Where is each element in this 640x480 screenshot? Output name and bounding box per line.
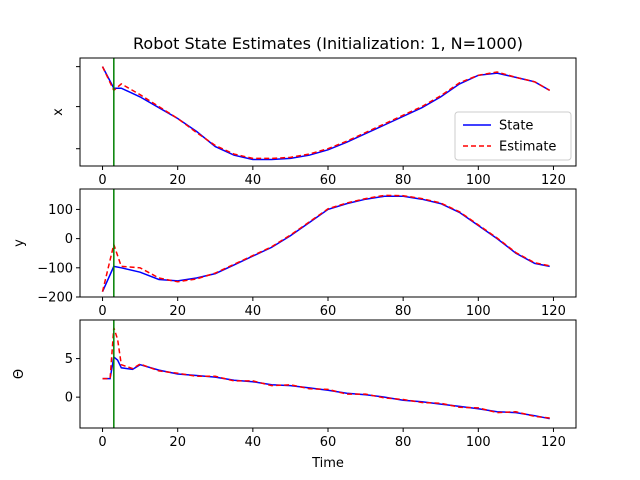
x-tick-label: 80	[395, 304, 412, 319]
y-tick-label: 0	[65, 391, 73, 406]
y-axis-label: Θ	[12, 369, 27, 379]
x-tick-label: 100	[466, 173, 491, 188]
y-tick-label: −100	[37, 261, 73, 276]
subplot-1: 0 20 40 60 80 100 120 x	[51, 57, 577, 188]
y-tick-label: 0	[65, 232, 73, 247]
y-axis-label: x	[51, 108, 66, 116]
x-tick-label: 0	[98, 304, 106, 319]
x-tick-label: 20	[169, 173, 186, 188]
x-tick-label: 60	[320, 435, 337, 450]
legend-label-state: State	[499, 119, 533, 134]
y-tick-label: 5	[65, 352, 73, 367]
x-tick-label: 0	[98, 173, 106, 188]
subplot-2: 0 20 40 60 80 100 120 −200 −100 0 100 y	[12, 188, 577, 319]
x-tick-label: 40	[245, 173, 262, 188]
x-axis-label: Time	[311, 456, 344, 471]
series-estimate-line	[101, 194, 550, 292]
y-axis-label: y	[12, 239, 27, 247]
x-tick-label: 100	[466, 304, 491, 319]
x-tick-label: 60	[320, 173, 337, 188]
x-tick-label: 80	[395, 173, 412, 188]
x-tick-label: 40	[245, 435, 262, 450]
x-tick-label: 20	[169, 435, 186, 450]
legend: State Estimate	[454, 111, 572, 161]
x-tick-label: 0	[98, 435, 106, 450]
legend-box	[454, 111, 572, 161]
x-tick-label: 20	[169, 304, 186, 319]
x-tick-label: 120	[541, 435, 566, 450]
x-tick-label: 120	[541, 173, 566, 188]
series-state-line	[101, 66, 551, 161]
legend-label-estimate: Estimate	[499, 140, 556, 155]
x-tick-label: 120	[541, 304, 566, 319]
series-state-line	[102, 355, 550, 420]
y-tick-label: −200	[37, 291, 73, 306]
chart-title: Robot State Estimates (Initialization: 1…	[133, 34, 523, 53]
x-tick-label: 40	[245, 304, 262, 319]
subplot-3: 0 20 40 60 80 100 120 0 5 Θ	[12, 319, 577, 450]
y-tick-label: 100	[48, 203, 73, 218]
series-estimate-line	[102, 327, 550, 419]
x-tick-label: 80	[395, 435, 412, 450]
series-estimate-line	[101, 66, 551, 160]
x-tick-label: 100	[466, 435, 491, 450]
x-tick-label: 60	[320, 304, 337, 319]
